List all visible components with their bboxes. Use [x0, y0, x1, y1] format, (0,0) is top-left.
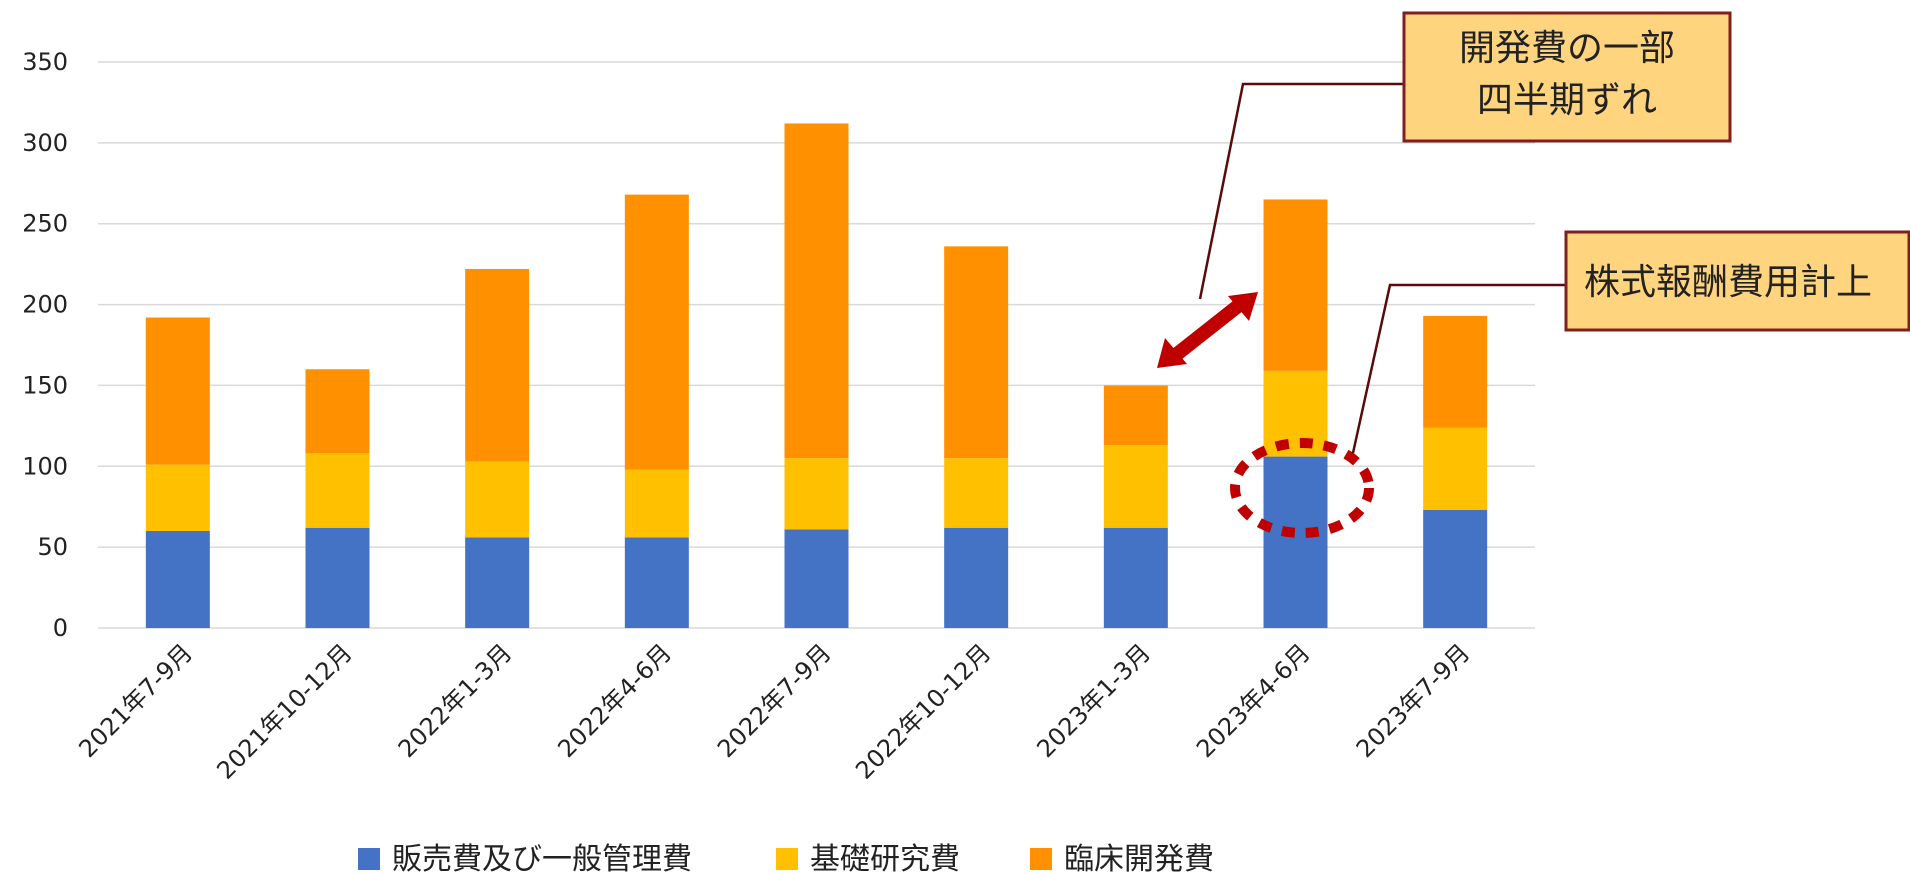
dev-shift-callout-line-1: 開発費の一部 [1459, 28, 1675, 69]
stock-comp-callout-text: 株式報酬費用計上 [1584, 262, 1872, 303]
bar-segment [1263, 370, 1328, 457]
bar-segment [1263, 456, 1328, 628]
x-tick-label: 2022年4-6月 [552, 638, 677, 763]
y-tick-label: 200 [22, 291, 68, 319]
bar-segment [1423, 315, 1488, 428]
x-tick-label: 2021年7-9月 [73, 638, 198, 763]
bar-segment [465, 268, 530, 462]
x-tick-label: 2022年10-12月 [850, 638, 996, 784]
dev-shift-leader-line [1198, 82, 1404, 300]
x-tick-label: 2023年1-3月 [1031, 638, 1156, 763]
y-tick-label: 100 [22, 452, 68, 480]
annotation-stock-comp: 株式報酬費用計上 [1230, 230, 1910, 538]
y-axis-ticks: 0 50 100 150 200 250 300 350 [22, 48, 68, 642]
bar-segment [784, 529, 849, 628]
x-axis-ticks: 2021年7-9月 2021年10-12月 2022年1-3月 2022年4-6月 20… [73, 638, 1475, 784]
double-arrow-head-left [1157, 338, 1187, 368]
bar-segment [465, 461, 530, 538]
x-tick-label: 2021年10-12月 [211, 638, 357, 784]
bars [145, 123, 1488, 628]
bar-segment [1423, 427, 1488, 510]
bar-segment [784, 123, 849, 459]
stock-comp-callout-box [1564, 230, 1910, 332]
bar-segment [784, 458, 849, 530]
dev-shift-callout-line-2: 四半期ずれ [1477, 80, 1657, 121]
bar-segment [1423, 509, 1488, 628]
y-tick-label: 0 [53, 614, 68, 642]
bar-segment [1263, 199, 1328, 371]
bar-segment [145, 317, 210, 465]
bar-segment [145, 464, 210, 531]
y-tick-label: 150 [22, 371, 68, 399]
x-tick-label: 2023年7-9月 [1351, 638, 1476, 763]
bar-segment [944, 527, 1009, 628]
x-tick-label: 2023年4-6月 [1191, 638, 1316, 763]
bar-segment [624, 194, 689, 470]
bar-segment [465, 537, 530, 628]
bar-segment [305, 527, 370, 628]
annotation-dev-shift: 開発費の一部 四半期ずれ [1157, 11, 1732, 368]
legend-swatch [1030, 848, 1052, 870]
stock-comp-dotted-ellipse [1230, 438, 1374, 538]
bar-segment [305, 453, 370, 528]
bar-segment [944, 246, 1009, 459]
dev-shift-callout-box [1402, 11, 1732, 143]
x-tick-label: 2022年1-3月 [393, 638, 518, 763]
bar-segment [305, 369, 370, 454]
legend: 販売費及び一般管理費 基礎研究費 臨床開発費 [358, 842, 1214, 874]
legend-swatch [358, 848, 380, 870]
legend-label: 基礎研究費 [810, 842, 960, 874]
bar-segment [1103, 385, 1168, 446]
legend-label: 販売費及び一般管理費 [392, 842, 692, 874]
y-tick-label: 250 [22, 210, 68, 238]
double-arrow-head-right [1228, 292, 1258, 321]
bar-segment [624, 469, 689, 538]
bar-segment [624, 537, 689, 628]
bar-segment [145, 530, 210, 628]
double-arrow-shaft [1167, 296, 1248, 364]
y-tick-label: 50 [37, 533, 68, 561]
x-tick-label: 2022年7-9月 [712, 638, 837, 763]
y-tick-label: 300 [22, 129, 68, 157]
bar-segment [1103, 445, 1168, 528]
bar-segment [1103, 527, 1168, 628]
bar-segment [944, 458, 1009, 528]
legend-label: 臨床開発費 [1064, 842, 1214, 874]
y-tick-label: 350 [22, 48, 68, 76]
legend-swatch [776, 848, 798, 870]
stock-comp-leader-line [1351, 283, 1566, 454]
